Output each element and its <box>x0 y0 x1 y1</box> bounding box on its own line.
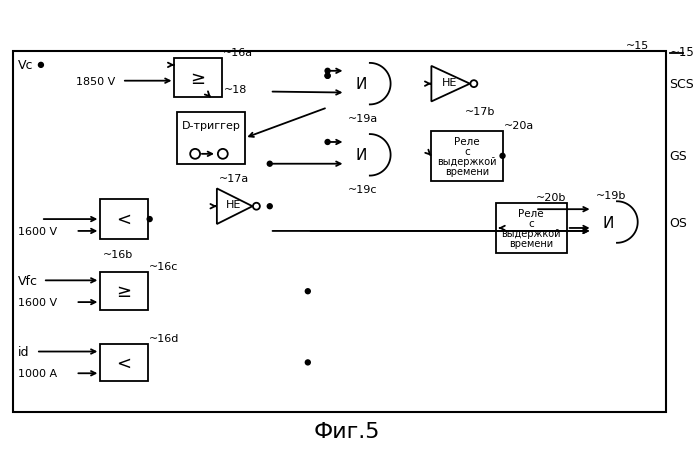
Text: Vc: Vc <box>18 59 34 72</box>
Text: ≥: ≥ <box>191 69 206 87</box>
Circle shape <box>190 150 200 159</box>
Text: GS: GS <box>670 150 687 163</box>
Text: времени: времени <box>445 166 489 176</box>
Text: SCS: SCS <box>670 78 694 91</box>
Text: 1850 V: 1850 V <box>75 77 115 87</box>
Text: выдержкой: выдержкой <box>501 228 561 239</box>
Text: 1600 V: 1600 V <box>18 298 57 308</box>
Circle shape <box>325 74 330 79</box>
Text: Фиг.5: Фиг.5 <box>314 421 380 441</box>
Text: OS: OS <box>670 216 687 229</box>
Text: ~19a: ~19a <box>348 114 379 124</box>
Text: времени: времени <box>509 238 554 248</box>
Text: <: < <box>117 354 131 372</box>
Text: ~15: ~15 <box>626 41 649 51</box>
Text: НЕ: НЕ <box>442 78 457 87</box>
Text: ~17a: ~17a <box>219 174 249 184</box>
Circle shape <box>305 360 310 365</box>
Circle shape <box>500 154 505 159</box>
Circle shape <box>470 81 477 88</box>
Text: ~16a: ~16a <box>223 48 253 58</box>
Text: ~18: ~18 <box>224 84 247 94</box>
Bar <box>13 52 665 412</box>
Text: И: И <box>355 148 367 163</box>
Text: с: с <box>528 219 534 229</box>
Text: id: id <box>18 345 29 358</box>
Bar <box>496 204 567 253</box>
Text: <: < <box>117 211 131 229</box>
Circle shape <box>218 150 228 159</box>
Circle shape <box>325 69 330 74</box>
Text: ~16c: ~16c <box>149 262 178 272</box>
Text: ~19b: ~19b <box>596 191 626 201</box>
Text: ~19c: ~19c <box>348 185 378 195</box>
Text: ~20a: ~20a <box>503 121 534 131</box>
Polygon shape <box>217 189 252 225</box>
Text: Реле: Реле <box>454 137 480 147</box>
Bar <box>431 132 503 181</box>
Text: Реле: Реле <box>519 209 544 219</box>
Circle shape <box>325 140 330 145</box>
Text: И: И <box>355 77 367 92</box>
Circle shape <box>267 204 272 209</box>
Text: 1000 A: 1000 A <box>18 368 57 378</box>
Text: ~16b: ~16b <box>103 249 134 259</box>
Text: ≥: ≥ <box>117 283 131 300</box>
Text: выдержкой: выдержкой <box>437 156 497 166</box>
Bar <box>174 59 222 98</box>
Bar <box>100 273 147 310</box>
Circle shape <box>267 162 272 167</box>
Text: 1600 V: 1600 V <box>18 226 57 236</box>
Text: И: И <box>603 215 614 230</box>
Text: ~15: ~15 <box>670 46 694 58</box>
Circle shape <box>38 63 43 68</box>
Text: ~20b: ~20b <box>536 193 566 203</box>
Text: Vfc: Vfc <box>18 274 38 287</box>
Text: D-триггер: D-триггер <box>182 121 240 131</box>
Circle shape <box>305 289 310 294</box>
Circle shape <box>147 217 152 222</box>
Bar <box>178 113 245 164</box>
Text: ~17b: ~17b <box>465 107 496 117</box>
Bar <box>100 344 147 382</box>
Text: ~16d: ~16d <box>149 333 179 343</box>
Text: с: с <box>464 147 470 156</box>
Polygon shape <box>431 67 470 102</box>
Bar <box>100 200 147 239</box>
Circle shape <box>325 74 330 79</box>
Circle shape <box>253 203 260 210</box>
Text: НЕ: НЕ <box>226 200 241 210</box>
